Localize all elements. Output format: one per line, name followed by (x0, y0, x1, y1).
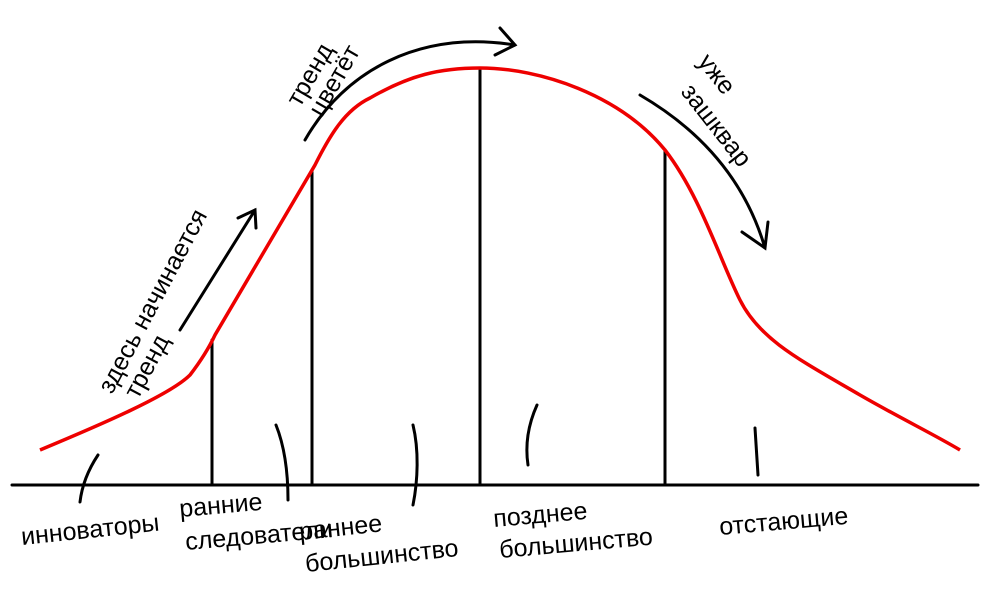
segment-label: отстающие (718, 502, 849, 541)
tick (411, 423, 419, 507)
adoption-curve (39, 66, 961, 452)
segment-label: раннее (298, 509, 384, 546)
segment-label: позднее (492, 497, 588, 533)
tick (78, 453, 100, 504)
tick (525, 403, 539, 467)
segment-label: ранние (178, 488, 263, 523)
tick (274, 423, 290, 502)
arrow (303, 26, 518, 142)
segment-label: инноваторы (20, 509, 161, 551)
tick (753, 426, 760, 477)
arrow (178, 207, 258, 332)
arrow (638, 93, 770, 251)
